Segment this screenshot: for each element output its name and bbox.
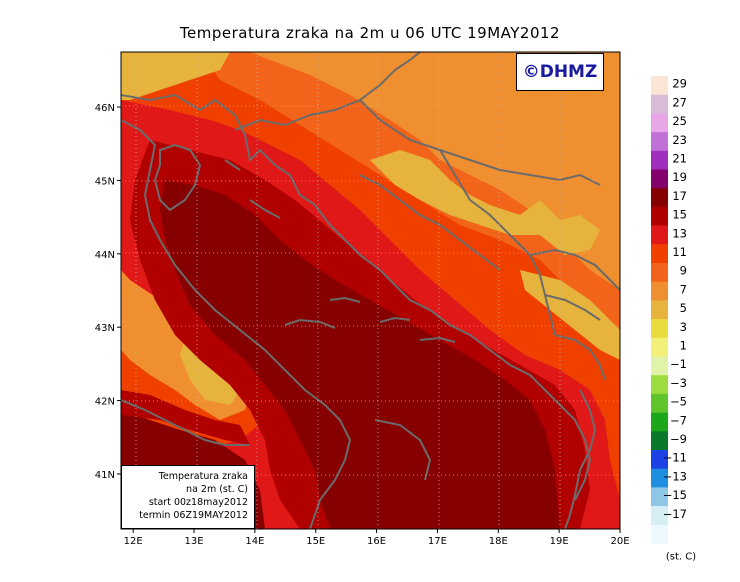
field-t7-north — [250, 52, 620, 290]
lon-tick-label: 14E — [245, 536, 264, 547]
legend-swatch — [651, 356, 668, 376]
legend-swatch — [651, 506, 668, 526]
legend-label: 9 — [680, 264, 687, 278]
legend-label: 7 — [680, 282, 687, 296]
legend-swatch — [651, 431, 668, 451]
field-t5-northwest — [121, 52, 230, 100]
legend-swatch — [651, 468, 668, 488]
legend-label: −1 — [670, 357, 687, 371]
legend-swatch — [651, 263, 668, 282]
legend-label: 3 — [680, 320, 687, 334]
info-box: Temperatura zraka na 2m (st. C) start 00… — [121, 465, 255, 529]
legend-swatch — [651, 113, 668, 133]
field-t5-interior — [370, 150, 600, 255]
legend-swatch — [651, 487, 668, 507]
legend-label: −7 — [670, 413, 687, 427]
legend-label: −15 — [663, 488, 687, 502]
legend-swatch — [651, 337, 668, 357]
legend-label: −5 — [670, 395, 687, 409]
field-t15-southwest — [121, 390, 250, 445]
lon-tick-label: 15E — [306, 536, 325, 547]
legend-label: 5 — [680, 301, 687, 315]
legend-label: 27 — [672, 95, 687, 109]
legend-label: −9 — [670, 432, 687, 446]
lon-tick-label: 17E — [428, 536, 447, 547]
legend-swatch — [651, 281, 668, 301]
lon-tick-label: 12E — [124, 536, 143, 547]
legend-label: −3 — [670, 376, 687, 390]
legend-label: −13 — [663, 469, 687, 483]
color-legend: 29 27 25 23 21 19 17 15 13 11 9 7 5 3 1 −1 −3 −5 −7 −9 −11 −1… — [651, 76, 696, 563]
lat-tick-label: 45N — [95, 176, 115, 187]
field-t17-sea — [160, 180, 560, 529]
info-line-3: start 00z18may2012 — [148, 497, 248, 508]
map-title: Temperatura zraka na 2m u 06 UTC 19MAY20… — [179, 24, 561, 42]
legend-swatch — [651, 244, 668, 264]
legend-label: 11 — [672, 245, 687, 259]
legend-swatch — [651, 94, 668, 114]
legend-swatch — [651, 206, 668, 226]
legend-swatch — [651, 319, 668, 339]
lat-tick-label: 44N — [95, 250, 115, 261]
lon-tick-label: 16E — [367, 536, 386, 547]
lon-tick-label: 20E — [610, 536, 629, 547]
lat-tick-label: 46N — [95, 103, 115, 114]
legend-label: 17 — [672, 189, 687, 203]
legend-swatch — [651, 412, 668, 432]
legend-swatch — [651, 188, 668, 208]
map-frame — [120, 51, 621, 530]
legend-label: −17 — [663, 507, 687, 521]
legend-swatch — [651, 76, 668, 95]
info-line-1: Temperatura zraka — [158, 471, 248, 482]
legend-label: −11 — [663, 451, 687, 465]
coastlines — [121, 93, 592, 529]
longitude-axis: 12E 13E 14E 15E 16E 17E 18E 19E 20E — [124, 529, 630, 547]
lat-tick-label: 41N — [95, 470, 115, 481]
dhmz-logo: ©DHMZ — [516, 53, 604, 91]
legend-swatch — [651, 225, 668, 245]
lat-tick-label: 43N — [95, 323, 115, 334]
info-line-2: na 2m (st. C) — [186, 484, 248, 495]
legend-swatch — [651, 450, 668, 469]
legend-label: 21 — [672, 152, 687, 166]
legend-label: 23 — [672, 133, 687, 147]
legend-label: 15 — [672, 208, 687, 222]
lon-tick-label: 18E — [489, 536, 508, 547]
info-line-4: termin 06Z19MAY2012 — [139, 510, 248, 521]
lon-tick-label: 19E — [550, 536, 569, 547]
legend-swatch — [651, 132, 668, 152]
legend-swatch — [651, 300, 668, 320]
legend-swatch — [651, 150, 668, 170]
legend-label: 25 — [672, 114, 687, 128]
legend-label: 29 — [672, 77, 687, 91]
lon-tick-label: 13E — [185, 536, 204, 547]
lat-tick-label: 42N — [95, 397, 115, 408]
legend-swatch — [651, 169, 668, 189]
legend-label: 13 — [672, 226, 687, 240]
legend-swatch — [651, 524, 668, 544]
legend-unit: (st. C) — [666, 552, 696, 563]
legend-label: 19 — [672, 170, 687, 184]
borders — [234, 52, 620, 529]
legend-swatch — [651, 375, 668, 395]
map-plot-area — [121, 52, 620, 529]
legend-label: 1 — [680, 339, 687, 353]
legend-swatch — [651, 393, 668, 413]
latitude-axis: 46N 45N 44N 43N 42N 41N — [95, 103, 121, 481]
